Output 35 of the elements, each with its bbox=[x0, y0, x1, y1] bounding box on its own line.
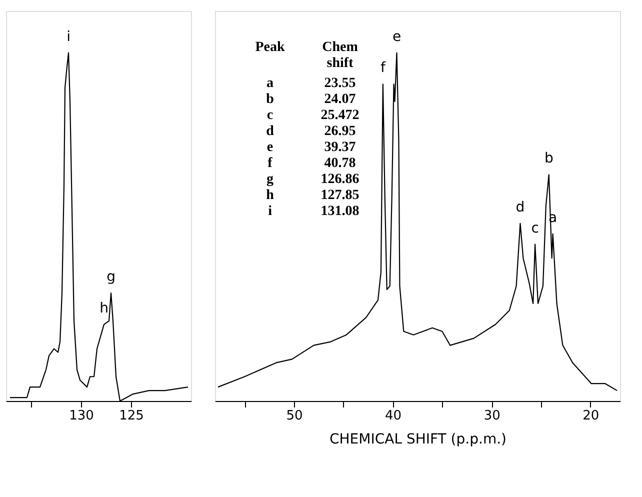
x-tick-label: 125 bbox=[119, 408, 144, 424]
annotation: i bbox=[268, 204, 272, 219]
annotation: h bbox=[266, 188, 274, 203]
annotation: f bbox=[268, 156, 273, 171]
annotation: i bbox=[66, 28, 70, 45]
annotation: 126.86 bbox=[320, 172, 360, 187]
annotation: 40.78 bbox=[324, 156, 356, 171]
x-tick-label: 130 bbox=[69, 408, 94, 424]
annotation: c bbox=[266, 108, 274, 123]
annotation: d bbox=[516, 199, 525, 216]
annotation: 24.07 bbox=[324, 92, 356, 107]
annotation: 25.472 bbox=[320, 108, 360, 123]
annotation: Peak bbox=[255, 40, 285, 55]
annotation: h bbox=[100, 300, 108, 316]
annotation: b bbox=[266, 92, 274, 107]
annotation: e bbox=[266, 140, 274, 155]
x-tick-label: 40 bbox=[385, 408, 402, 424]
x-axis-title: CHEMICAL SHIFT (p.p.m.) bbox=[330, 432, 506, 448]
annotation: Chem shift bbox=[322, 40, 358, 71]
annotation: c bbox=[531, 220, 539, 236]
annotation: 26.95 bbox=[324, 124, 356, 139]
annotation: 39.37 bbox=[324, 140, 356, 155]
annotation: g bbox=[266, 172, 274, 187]
annotation: a bbox=[266, 76, 274, 91]
x-tick-label: 30 bbox=[484, 408, 500, 424]
annotation: 23.55 bbox=[324, 76, 356, 91]
annotation: 127.85 bbox=[320, 188, 360, 203]
x-tick-label: 50 bbox=[286, 408, 303, 424]
annotation: d bbox=[266, 124, 274, 139]
annotation: g bbox=[106, 269, 116, 286]
annotation: b bbox=[544, 150, 554, 167]
annotation: 131.08 bbox=[320, 204, 360, 219]
x-tick-label: 20 bbox=[582, 408, 600, 424]
annotation: e bbox=[392, 28, 402, 45]
annotation: f bbox=[380, 60, 386, 76]
